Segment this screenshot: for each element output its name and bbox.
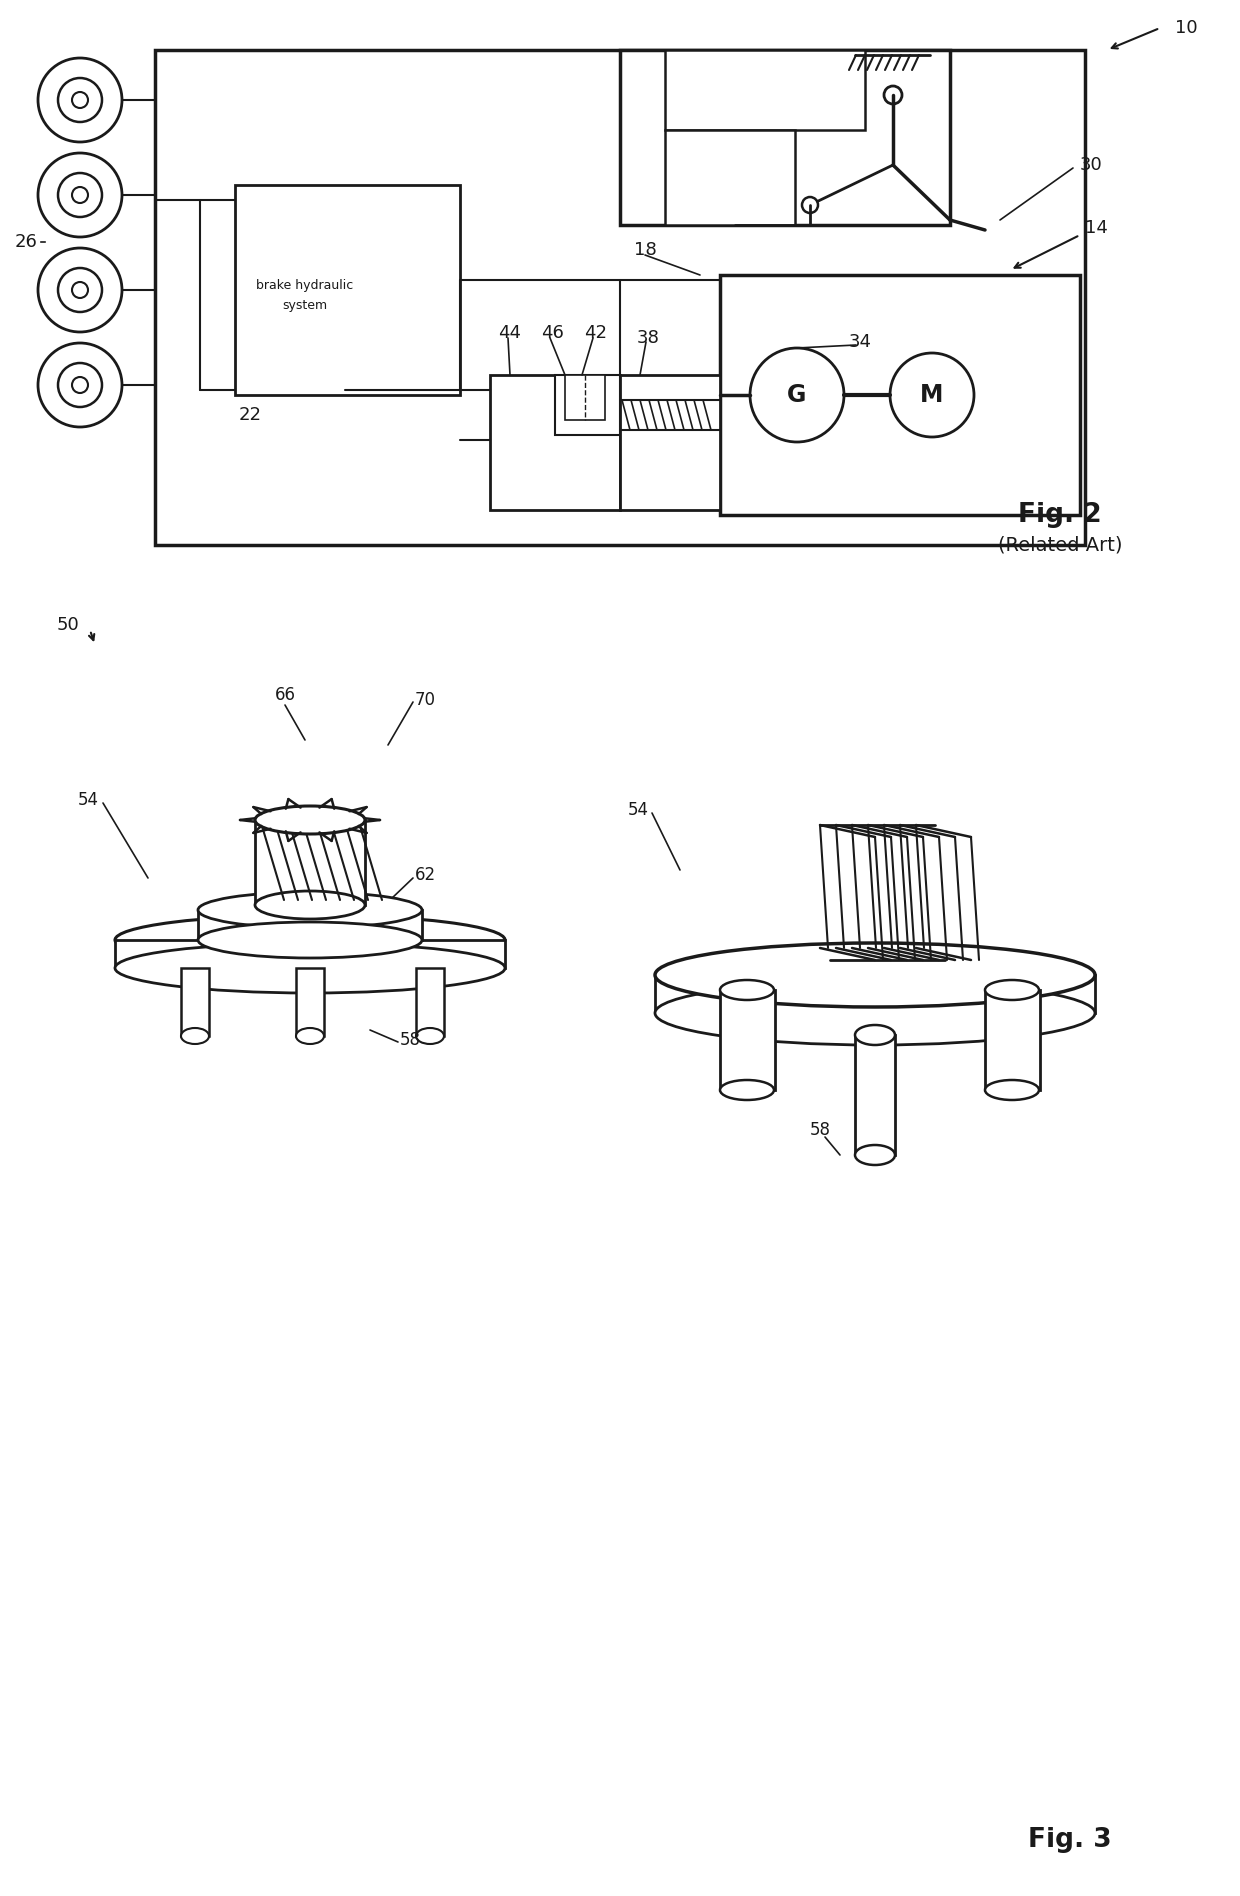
Ellipse shape (181, 1028, 210, 1045)
Circle shape (58, 267, 102, 313)
Bar (655, 975, 1095, 1012)
Text: 54: 54 (77, 791, 98, 810)
Circle shape (72, 188, 88, 203)
Ellipse shape (115, 916, 505, 965)
Bar (155, 49, 1085, 544)
Circle shape (72, 93, 88, 108)
Text: 26: 26 (15, 233, 38, 250)
Circle shape (802, 197, 818, 212)
Bar (115, 940, 505, 969)
Text: Fig. 2: Fig. 2 (1018, 502, 1102, 527)
Text: 44: 44 (498, 324, 522, 341)
Ellipse shape (415, 1028, 444, 1045)
Ellipse shape (255, 891, 365, 920)
Text: 58: 58 (401, 1031, 422, 1048)
Ellipse shape (198, 921, 422, 957)
Ellipse shape (255, 806, 365, 834)
Ellipse shape (655, 980, 1095, 1045)
Text: 42: 42 (584, 324, 608, 341)
Text: (Related Art): (Related Art) (998, 535, 1122, 554)
Ellipse shape (115, 942, 505, 994)
Text: 54: 54 (627, 800, 649, 819)
Ellipse shape (198, 891, 422, 927)
Text: 34: 34 (848, 334, 872, 351)
Circle shape (72, 377, 88, 392)
Text: 70: 70 (415, 690, 436, 709)
Text: 46: 46 (541, 324, 563, 341)
Bar (665, 49, 866, 131)
Bar (620, 49, 950, 226)
Bar (181, 969, 210, 1035)
Circle shape (72, 283, 88, 298)
Bar (415, 969, 444, 1035)
Circle shape (58, 362, 102, 408)
Ellipse shape (655, 942, 1095, 1007)
Text: 62: 62 (415, 866, 436, 884)
Text: 22: 22 (238, 406, 262, 425)
Bar (665, 131, 795, 226)
Circle shape (58, 173, 102, 216)
Circle shape (58, 78, 102, 121)
Circle shape (38, 248, 122, 332)
Text: 10: 10 (1176, 19, 1198, 38)
Bar (255, 819, 365, 904)
Circle shape (38, 154, 122, 237)
Text: 50: 50 (57, 616, 79, 633)
Bar (236, 186, 460, 394)
Ellipse shape (296, 1028, 324, 1045)
Ellipse shape (985, 1081, 1039, 1100)
Circle shape (38, 59, 122, 142)
Text: 30: 30 (1080, 155, 1102, 174)
Bar (490, 375, 620, 510)
Bar (198, 910, 422, 940)
Circle shape (884, 85, 901, 104)
Text: G: G (787, 383, 807, 408)
Bar (620, 375, 720, 510)
Text: M: M (920, 383, 944, 408)
Text: 18: 18 (634, 241, 656, 260)
Text: Fig. 3: Fig. 3 (1028, 1828, 1112, 1852)
Text: 66: 66 (274, 686, 295, 703)
Text: system: system (283, 298, 327, 311)
Text: 58: 58 (810, 1121, 831, 1139)
Text: 38: 38 (636, 330, 660, 347)
Text: brake hydraulic: brake hydraulic (257, 279, 353, 292)
Circle shape (750, 349, 844, 442)
Ellipse shape (720, 980, 774, 999)
Bar (985, 990, 1040, 1090)
Bar (565, 375, 605, 421)
Ellipse shape (720, 1081, 774, 1100)
Circle shape (890, 353, 973, 436)
Bar (720, 275, 1080, 516)
Bar (856, 1035, 895, 1155)
Ellipse shape (856, 1026, 895, 1045)
Ellipse shape (985, 980, 1039, 999)
Bar (556, 375, 620, 434)
Ellipse shape (856, 1145, 895, 1164)
Bar (720, 990, 775, 1090)
Text: 14: 14 (1085, 220, 1107, 237)
Circle shape (38, 343, 122, 427)
Bar (296, 969, 324, 1035)
